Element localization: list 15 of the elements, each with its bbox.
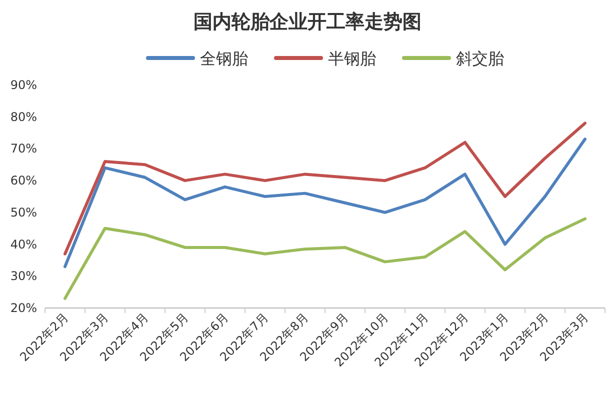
legend-label: 斜交胎	[456, 49, 504, 68]
y-tick-label: 20%	[10, 301, 37, 315]
line-series	[64, 217, 586, 300]
y-tick-label: 80%	[10, 110, 37, 124]
chart-title: 国内轮胎企业开工率走势图	[194, 11, 422, 33]
y-tick-label: 90%	[10, 78, 37, 92]
line-series	[64, 122, 586, 256]
y-tick-label: 50%	[10, 205, 37, 220]
line-series	[64, 138, 586, 268]
y-tick-label: 60%	[10, 174, 37, 188]
y-tick-label: 70%	[10, 142, 37, 156]
y-tick-label: 30%	[10, 269, 37, 284]
legend-label: 半钢胎	[328, 49, 376, 68]
y-tick-label: 40%	[10, 237, 37, 252]
legend-label: 全钢胎	[200, 49, 248, 68]
